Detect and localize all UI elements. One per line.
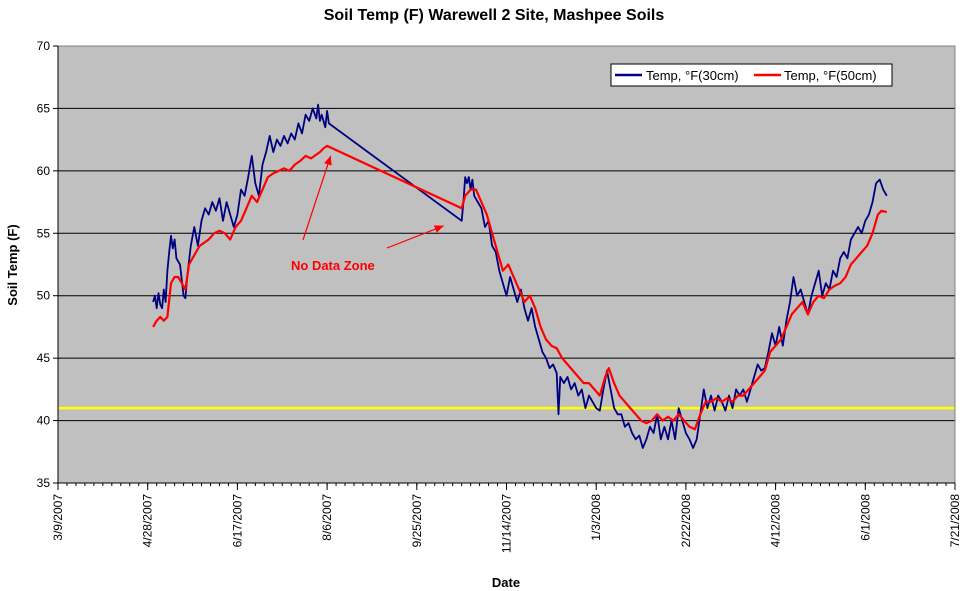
x-tick-label: 2/22/2008 [679, 494, 693, 548]
legend-label-50cm: Temp, °F(50cm) [784, 68, 877, 83]
y-tick-label: 40 [37, 414, 51, 428]
series-line-50cm [152, 144, 888, 431]
x-tick-label: 9/25/2007 [410, 494, 424, 548]
plot-area [58, 46, 955, 483]
legend: Temp, °F(30cm) Temp, °F(50cm) [610, 63, 893, 87]
annotation-arrows [302, 155, 444, 249]
x-tick-label: 6/17/2007 [230, 494, 244, 548]
y-tick-label: 55 [37, 226, 51, 240]
x-tick-label: 7/21/2008 [948, 494, 962, 548]
y-tick-label: 65 [37, 101, 51, 115]
y-tick-label: 70 [37, 39, 51, 53]
annotation-arrow-head [324, 155, 332, 166]
x-tick-label: 6/1/2008 [858, 494, 872, 541]
annotation-arrow-head [433, 225, 444, 233]
x-tick-label: 11/14/2007 [500, 494, 514, 553]
chart-title: Soil Temp (F) Warewell 2 Site, Mashpee S… [324, 7, 665, 24]
no-data-annotation: No Data Zone [291, 155, 444, 273]
y-tick-label: 50 [37, 289, 51, 303]
y-axis-ticks: 35 40 45 50 55 60 65 70 [37, 39, 58, 490]
annotation-label: No Data Zone [291, 258, 375, 273]
x-tick-label: 8/6/2007 [320, 494, 334, 541]
annotation-arrow-shaft [386, 225, 444, 249]
x-tick-label: 1/3/2008 [589, 494, 603, 541]
legend-box [610, 63, 893, 87]
x-axis-title: Date [492, 575, 520, 590]
x-tick-label: 4/12/2008 [769, 494, 783, 548]
x-tick-label: 4/28/2007 [141, 494, 155, 548]
y-tick-label: 35 [37, 476, 51, 490]
legend-label-30cm: Temp, °F(30cm) [646, 68, 739, 83]
y-axis-title: Soil Temp (F) [5, 224, 20, 305]
y-tick-label: 60 [37, 164, 51, 178]
x-axis-ticks: 3/9/2007 4/28/2007 6/17/2007 8/6/2007 9/25/2… [51, 483, 962, 553]
annotation-arrow-shaft [302, 155, 332, 241]
series-layer [152, 103, 888, 449]
x-tick-label: 3/9/2007 [51, 494, 65, 541]
series-line-30cm [152, 103, 888, 449]
y-tick-label: 45 [37, 351, 51, 365]
